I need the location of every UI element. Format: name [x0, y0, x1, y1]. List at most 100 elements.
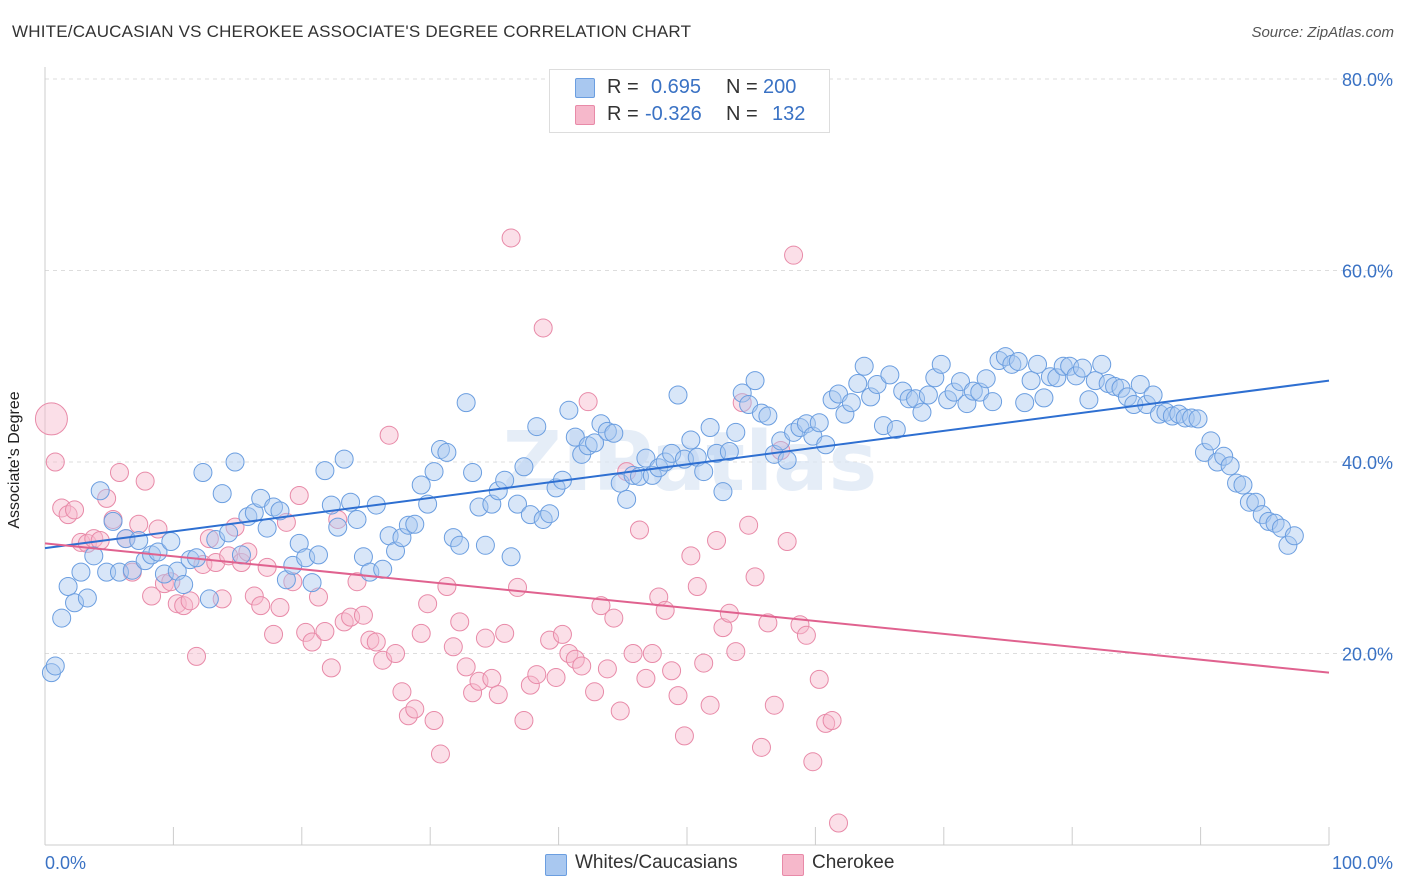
cherokee-point [520, 675, 540, 695]
legend-n-label: N = [726, 103, 758, 125]
whites-point [957, 394, 977, 414]
whites-point [546, 478, 566, 498]
cherokee-point [508, 577, 528, 597]
cherokee-point [578, 392, 598, 412]
whites-point [713, 482, 733, 502]
cherokee-point [552, 624, 572, 644]
cherokee-trend-line [44, 542, 1330, 674]
whites-point [848, 373, 868, 393]
cherokee-point [386, 644, 406, 663]
cherokee-point [437, 576, 457, 596]
cherokee-point [411, 623, 431, 643]
cherokee-point [713, 618, 733, 638]
whites-point [597, 421, 617, 441]
whites-point [950, 372, 970, 392]
legend-swatch-pink [575, 105, 595, 125]
whites-point [1182, 408, 1202, 428]
y-tick-label: 20.0% [1342, 645, 1393, 665]
whites-point [219, 523, 239, 543]
whites-point [585, 433, 605, 453]
cherokee-point [283, 572, 303, 592]
whites-point [1072, 358, 1092, 378]
whites-point [732, 383, 752, 403]
whites-point [58, 576, 78, 596]
cherokee-point [597, 659, 617, 679]
cherokee-points [34, 228, 849, 833]
legend-n-value: 132 [772, 103, 806, 125]
whites-point [668, 385, 688, 405]
whites-point [758, 406, 778, 426]
bottom-legend-label-cherokee: Cherokee [812, 852, 895, 873]
whites-point [1227, 473, 1247, 493]
cherokee-point [360, 630, 380, 650]
cherokee-point [629, 520, 649, 540]
cherokee-point [270, 598, 290, 618]
legend-r-label: R = [607, 76, 639, 98]
whites-point [174, 575, 194, 595]
chart-title: WHITE/CAUCASIAN VS CHEROKEE ASSOCIATE'S … [12, 22, 692, 41]
cherokee-point [610, 701, 630, 721]
stats-legend: R = 0.695 N = 200 R = -0.326 N = 132 [549, 69, 830, 133]
cherokee-point [751, 737, 771, 757]
cherokee-point [764, 695, 784, 715]
cherokee-point [482, 668, 502, 688]
whites-point [302, 573, 322, 593]
cherokee-point [308, 587, 328, 607]
cherokee-point [540, 630, 560, 650]
cherokee-point [321, 658, 341, 678]
cherokee-point [777, 531, 797, 551]
cherokee-point [463, 683, 483, 703]
whites-point [52, 608, 72, 628]
cherokee-point [97, 488, 117, 508]
whites-point [520, 505, 540, 525]
cherokee-point [732, 393, 752, 413]
whites-point [1188, 409, 1208, 429]
whites-point [257, 518, 277, 538]
cherokee-point [34, 402, 68, 436]
x-tick-label: 0.0% [45, 853, 86, 873]
whites-point [726, 422, 746, 442]
cherokee-point [572, 656, 592, 676]
cherokee-point [142, 586, 162, 606]
whites-point [617, 489, 637, 509]
whites-point [944, 382, 964, 402]
whites-point [77, 588, 97, 608]
cherokee-point [405, 699, 425, 719]
whites-point [809, 413, 829, 433]
cherokee-point [154, 574, 174, 594]
whites-point [437, 442, 457, 462]
bottom-legend-swatch-blue [545, 854, 567, 876]
whites-point [514, 457, 534, 477]
cherokee-point [302, 632, 322, 652]
whites-point [392, 528, 412, 548]
whites-point [938, 390, 958, 410]
whites-point [861, 387, 881, 407]
whites-point [450, 535, 470, 555]
cherokee-point [585, 682, 605, 702]
whites-point [559, 400, 579, 420]
whites-point [45, 656, 65, 676]
cherokee-point [674, 726, 694, 746]
whites-point [1117, 387, 1137, 407]
whites-point [662, 443, 682, 463]
whites-point [700, 418, 720, 438]
whites-point [1284, 526, 1304, 546]
whites-point [694, 462, 714, 482]
cherokee-point [803, 752, 823, 772]
cherokee-point [591, 596, 611, 616]
whites-point [1130, 374, 1150, 394]
axes [44, 67, 1330, 846]
cherokee-point [623, 644, 643, 663]
whites-point [463, 463, 483, 483]
cherokee-point [251, 596, 271, 616]
whites-point [65, 593, 85, 613]
whites-point [995, 347, 1015, 367]
cherokee-point [681, 546, 701, 566]
whites-point [642, 465, 662, 485]
whites-point [103, 511, 123, 531]
whites-point [918, 385, 938, 405]
cherokee-point [784, 245, 804, 265]
cherokee-point [527, 665, 547, 685]
cherokee-point [161, 572, 181, 592]
